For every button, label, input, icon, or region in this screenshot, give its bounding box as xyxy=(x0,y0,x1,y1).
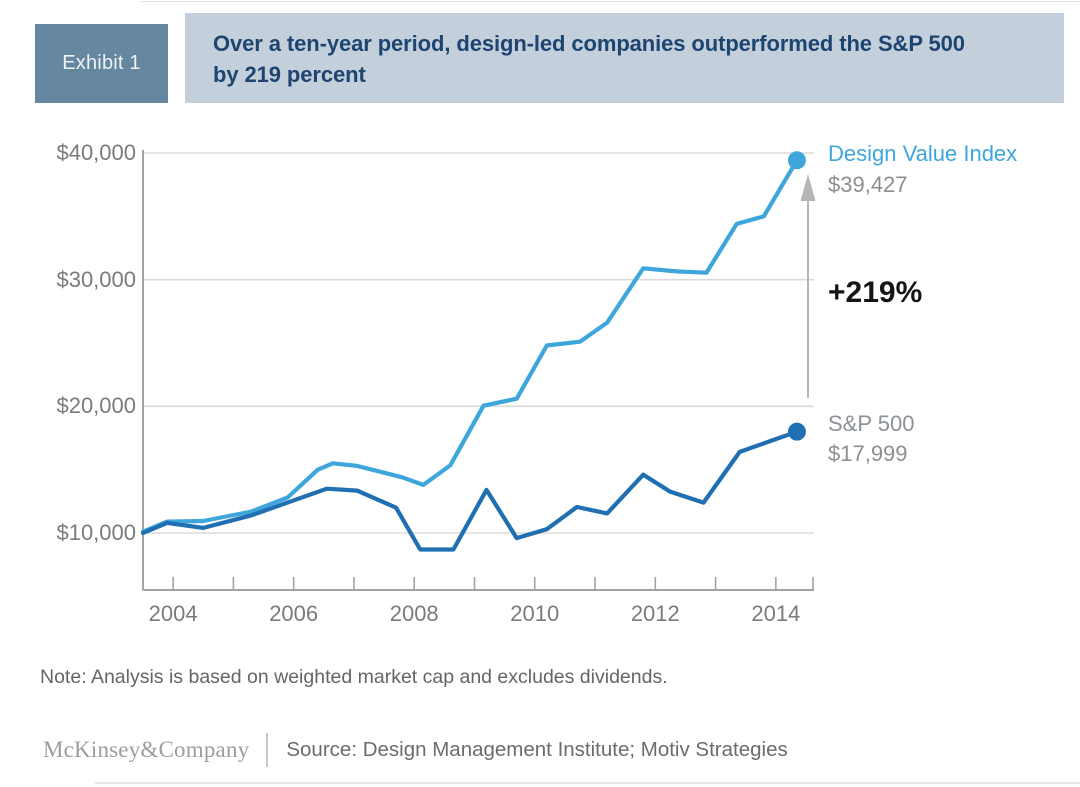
gridlines xyxy=(143,152,814,534)
x-tick-label: 2004 xyxy=(148,601,198,626)
top-border-line xyxy=(140,1,1080,2)
axes xyxy=(142,150,814,591)
design-value-index-end-value: $39,427 xyxy=(828,172,908,197)
series-line-s-p-500 xyxy=(140,429,800,552)
exhibit-title-line1: Over a ten-year period, design-led compa… xyxy=(213,31,965,56)
delta-up-arrow xyxy=(800,174,816,398)
exhibit-label-box: Exhibit 1 xyxy=(35,24,168,103)
bottom-border-line xyxy=(95,782,1080,784)
source-text: Source: Design Management Institute; Mot… xyxy=(286,738,788,761)
y-tick-label: $30,000 xyxy=(56,266,136,292)
footnote: Note: Analysis is based on weighted mark… xyxy=(40,666,668,688)
exhibit-label: Exhibit 1 xyxy=(62,52,141,74)
x-tick-label: 2014 xyxy=(751,601,801,626)
x-tick-label: 2010 xyxy=(510,601,560,626)
sp500-end-value: $17,999 xyxy=(828,441,908,466)
series-lines xyxy=(140,151,806,552)
arrow-head xyxy=(800,174,816,201)
y-tick-label: $40,000 xyxy=(56,140,136,165)
y-tick-label: $10,000 xyxy=(56,520,136,545)
footer: McKinsey&Company Source: Design Manageme… xyxy=(43,733,788,767)
mckinsey-logo: McKinsey&Company xyxy=(43,737,250,762)
x-tick-label: 2008 xyxy=(389,601,439,626)
exhibit-title-band: Over a ten-year period, design-led compa… xyxy=(185,13,1064,103)
exhibit-title-line2: by 219 percent xyxy=(213,62,366,87)
legend-sp500: S&P 500 xyxy=(828,411,915,436)
series-line-design-value-index xyxy=(140,158,800,534)
end-dot-design-value-index xyxy=(787,151,806,170)
end-dot-s-p-500 xyxy=(787,422,806,441)
x-tick-label: 2012 xyxy=(630,601,680,626)
x-tick-label: 2006 xyxy=(269,601,319,626)
legend-design-value-index: Design Value Index xyxy=(828,141,1018,166)
delta-percent-annotation: +219% xyxy=(828,276,923,309)
y-tick-label: $20,000 xyxy=(56,393,136,419)
footer-divider xyxy=(266,733,269,767)
